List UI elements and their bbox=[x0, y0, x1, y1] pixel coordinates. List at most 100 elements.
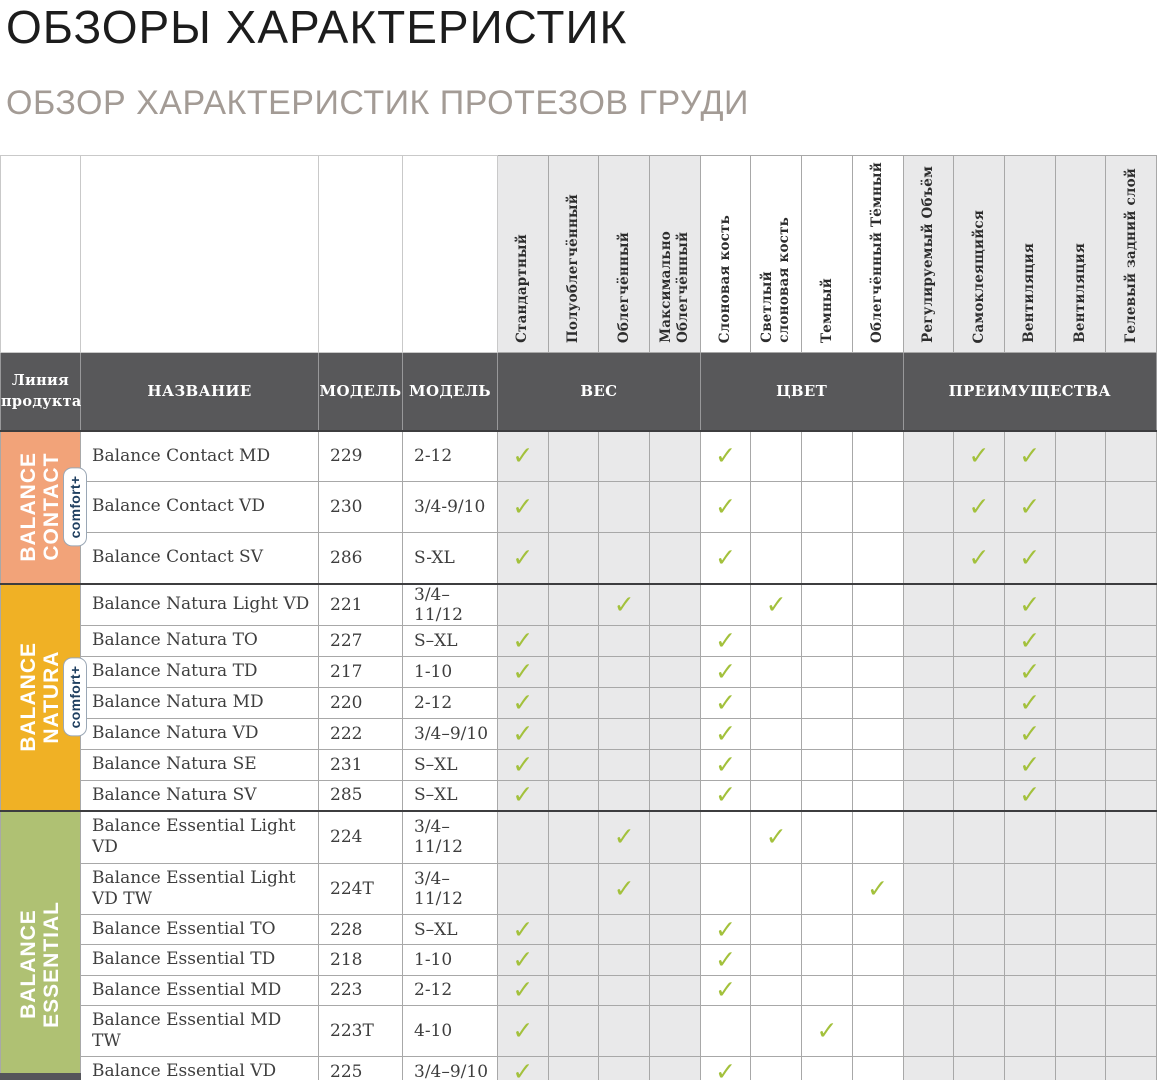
feature-cell bbox=[851, 429, 904, 482]
feature-cell: ✓ bbox=[953, 429, 1005, 482]
checkmark-icon: ✓ bbox=[512, 780, 534, 810]
feature-cell bbox=[953, 974, 1005, 1006]
vertical-column-header: Полуоблегчённый bbox=[547, 155, 600, 353]
model-number-cell: 223 bbox=[318, 974, 403, 1006]
vertical-label-wrap: Гелевый задний слой bbox=[1106, 168, 1156, 343]
size-range-cell: 3/4–11/12 bbox=[402, 810, 498, 864]
product-name-cell: Balance Natura TO bbox=[80, 624, 319, 657]
feature-cell bbox=[1054, 429, 1107, 482]
feature-cell bbox=[953, 779, 1005, 812]
size-range-cell: 1-10 bbox=[402, 944, 498, 976]
feature-cell bbox=[801, 532, 853, 584]
feature-cell bbox=[1054, 779, 1107, 812]
feature-cell bbox=[598, 429, 651, 482]
feature-cell bbox=[801, 655, 853, 688]
page-title: ОБЗОРЫ ХАРАКТЕРИСТИК bbox=[6, 1, 628, 53]
feature-cell bbox=[547, 481, 600, 533]
feature-cell: ✓ bbox=[497, 429, 549, 482]
checkmark-icon: ✓ bbox=[512, 656, 534, 686]
checkmark-icon: ✓ bbox=[512, 687, 534, 717]
feature-cell bbox=[750, 1056, 803, 1080]
feature-cell bbox=[750, 717, 803, 750]
feature-cell bbox=[750, 1004, 803, 1058]
feature-cell bbox=[1105, 810, 1157, 864]
feature-cell: ✓ bbox=[699, 532, 752, 584]
feature-cell bbox=[1105, 779, 1157, 812]
feature-cell bbox=[902, 582, 955, 626]
checkmark-icon: ✓ bbox=[715, 1056, 737, 1080]
feature-cell bbox=[547, 532, 600, 584]
feature-cell: ✓ bbox=[1003, 779, 1056, 812]
vertical-label-wrap: Регулируемый Объём bbox=[904, 166, 954, 343]
feature-cell: ✓ bbox=[598, 582, 651, 626]
feature-cell: ✓ bbox=[750, 582, 803, 626]
vertical-header-row: Стандартный Полуоблегчённый Облегчённый Мак… bbox=[0, 155, 1157, 353]
vertical-label: Регулируемый Объём bbox=[919, 166, 936, 343]
feature-cell bbox=[649, 582, 701, 626]
feature-cell bbox=[902, 913, 955, 946]
feature-cell: ✓ bbox=[699, 944, 752, 976]
feature-cell bbox=[598, 655, 651, 688]
model-number-cell: 229 bbox=[318, 429, 403, 482]
vertical-column-header: Стандартный bbox=[497, 155, 549, 353]
feature-cell bbox=[902, 748, 955, 781]
model-number-cell: 220 bbox=[318, 686, 403, 719]
feature-cell bbox=[547, 429, 600, 482]
feature-cell: ✓ bbox=[699, 748, 752, 781]
vertical-column-header: Темный bbox=[801, 155, 853, 353]
product-name-cell: Balance Natura VD bbox=[80, 717, 319, 750]
feature-cell bbox=[1054, 481, 1107, 533]
product-name-cell: Balance Essential TO bbox=[80, 913, 319, 946]
product-name-cell: Balance Contact MD bbox=[80, 429, 319, 482]
feature-cell bbox=[953, 748, 1005, 781]
feature-cell bbox=[902, 481, 955, 533]
table-row: Balance Natura MD 220 2-12 ✓ ✓ ✓ bbox=[1, 686, 1157, 719]
vertical-label-wrap: Вентиляция bbox=[1005, 243, 1055, 343]
feature-cell: ✓ bbox=[1003, 532, 1056, 584]
feature-cell bbox=[497, 862, 549, 915]
feature-cell bbox=[598, 944, 651, 976]
checkmark-icon: ✓ bbox=[715, 975, 737, 1005]
feature-cell bbox=[1054, 974, 1107, 1006]
page-subtitle: ОБЗОР ХАРАКТЕРИСТИК ПРОТЕЗОВ ГРУДИ bbox=[6, 84, 749, 122]
checkmark-icon: ✓ bbox=[715, 718, 737, 748]
feature-cell bbox=[1054, 944, 1107, 976]
feature-cell bbox=[547, 686, 600, 719]
table-row: Balance Natura TO 227 S–XL ✓ ✓ ✓ bbox=[1, 624, 1157, 657]
checkmark-icon: ✓ bbox=[968, 492, 990, 521]
feature-cell bbox=[1105, 481, 1157, 533]
table-row: Balance Essential Light VD TW 224T 3/4–11/… bbox=[1, 862, 1157, 915]
size-range-cell: 3/4-9/10 bbox=[402, 481, 498, 533]
feature-cell bbox=[953, 913, 1005, 946]
feature-cell bbox=[598, 1056, 651, 1080]
comfort-plus-badge: comfort+ bbox=[63, 657, 87, 737]
feature-cell bbox=[801, 913, 853, 946]
feature-cell: ✓ bbox=[497, 717, 549, 750]
feature-cell bbox=[699, 1004, 752, 1058]
feature-cell bbox=[1054, 686, 1107, 719]
feature-cell bbox=[902, 1004, 955, 1058]
table-row: Balance Essential TO 228 S–XL ✓ ✓ bbox=[1, 913, 1157, 946]
group-header-row: Линия продукта НАЗВАНИЕ МОДЕЛЬ МОДЕЛЬ ВЕ… bbox=[0, 352, 1157, 432]
table-row: Balance Contact VD 230 3/4-9/10 ✓ ✓ ✓ ✓ bbox=[1, 481, 1157, 533]
feature-cell: ✓ bbox=[699, 913, 752, 946]
feature-cell bbox=[1054, 582, 1107, 626]
feature-cell bbox=[801, 582, 853, 626]
checkmark-icon: ✓ bbox=[715, 914, 737, 944]
model-number-cell: 228 bbox=[318, 913, 403, 946]
checkmark-icon: ✓ bbox=[765, 589, 787, 619]
feature-cell bbox=[649, 748, 701, 781]
feature-cell bbox=[1105, 655, 1157, 688]
feature-cell bbox=[598, 974, 651, 1006]
feature-cell bbox=[953, 810, 1005, 864]
feature-cell bbox=[547, 779, 600, 812]
model-number-cell: 224 bbox=[318, 810, 403, 864]
spacer-cell bbox=[402, 155, 498, 353]
feature-cell bbox=[1054, 1056, 1107, 1080]
vertical-label: Облегчённый Тёмный bbox=[869, 161, 886, 343]
feature-cell bbox=[649, 481, 701, 533]
product-name-cell: Balance Essential Light VD TW bbox=[80, 862, 319, 915]
vertical-label: Полуоблегчённый bbox=[565, 193, 582, 343]
feature-cell bbox=[801, 717, 853, 750]
checkmark-icon: ✓ bbox=[512, 718, 534, 748]
